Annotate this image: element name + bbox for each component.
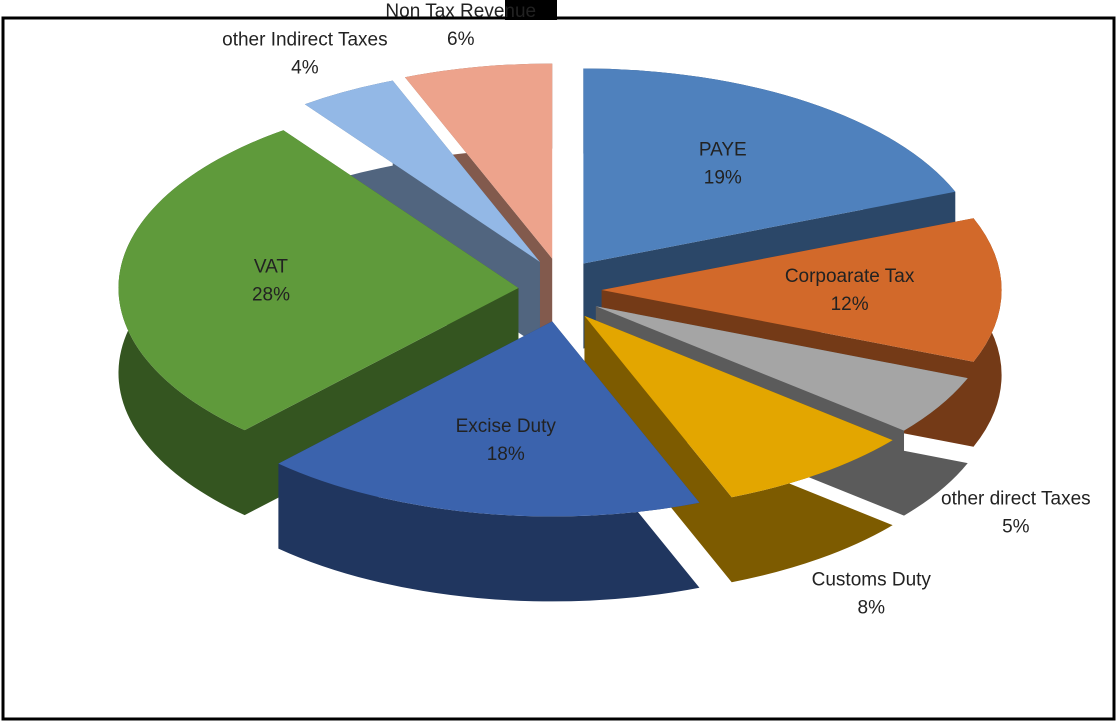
slice-label-value: 4% — [291, 58, 319, 79]
slice-label-name: VAT — [254, 256, 289, 277]
pie — [118, 63, 1002, 602]
slice-label-name: Customs Duty — [812, 569, 932, 590]
slice-label-value: 28% — [252, 284, 290, 305]
slice-label-name: PAYE — [699, 140, 747, 161]
slice-label-name: other direct Taxes — [941, 488, 1091, 509]
title-fragment — [505, 0, 557, 20]
slice-label-value: 18% — [487, 444, 525, 465]
slice — [404, 63, 553, 259]
slice-label-name: Excise Duty — [456, 416, 557, 437]
slice-label-value: 5% — [1002, 516, 1030, 537]
slice-label-value: 12% — [831, 294, 869, 315]
labels: PAYE 19% Corpoarate Tax 12% other direct Tax… — [222, 1, 1091, 618]
slice — [584, 315, 893, 498]
slice — [601, 218, 1002, 362]
slice — [304, 80, 540, 262]
slice — [583, 68, 956, 264]
slice-label-name: Non Tax Revenue — [385, 1, 536, 22]
slice-label-name: other Indirect Taxes — [222, 30, 387, 51]
slice-label-value: 8% — [858, 597, 886, 618]
slice — [118, 130, 519, 431]
slice — [595, 306, 968, 431]
slice-label-name: Corpoarate Tax — [785, 266, 915, 287]
slice — [278, 321, 700, 517]
slice-label-value: 6% — [447, 29, 475, 50]
slice-label-value: 19% — [704, 168, 742, 189]
